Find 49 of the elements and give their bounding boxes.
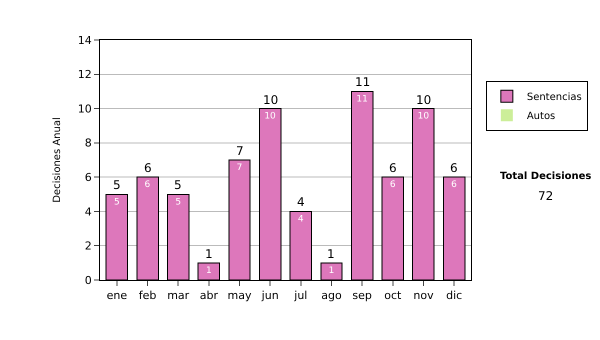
data-label: 6	[390, 180, 396, 190]
data-label: 1	[206, 266, 212, 276]
total-label: 10	[263, 93, 278, 107]
total-label: 4	[297, 195, 305, 209]
y-tick-label: 12	[78, 68, 92, 82]
data-label: 11	[356, 94, 368, 104]
total-label: 1	[205, 247, 213, 261]
y-tick-label: 8	[84, 136, 92, 150]
y-axis-title: Decisiones Anual	[52, 117, 63, 203]
x-tick-label: feb	[138, 289, 156, 302]
x-tick-label: sep	[352, 289, 372, 302]
y-tick-label: 10	[78, 102, 92, 116]
total-label: 1	[327, 247, 335, 261]
y-tick-label: 6	[84, 170, 92, 184]
total-label: 7	[236, 144, 244, 158]
y-tick-label: 14	[78, 34, 92, 47]
legend-label: Autos	[526, 111, 556, 122]
x-tick-label: nov	[413, 289, 434, 302]
data-label: 10	[264, 112, 276, 122]
total-label: 10	[416, 93, 432, 107]
x-tick-label: may	[228, 289, 252, 302]
total-label: 5	[113, 178, 121, 192]
data-label: 5	[114, 197, 120, 208]
x-tick-label: jul	[293, 289, 308, 302]
text: 72	[538, 189, 554, 203]
data-label: 4	[298, 214, 304, 224]
text: Total Decisiones	[500, 171, 592, 182]
x-tick-label: mar	[167, 289, 190, 302]
legend-label: Sentencias	[526, 92, 582, 104]
data-label: 6	[144, 180, 151, 190]
total-label: 5	[174, 178, 182, 192]
x-tick-label: dic	[446, 289, 462, 302]
y-tick-label: 4	[84, 205, 92, 218]
data-label: 10	[418, 112, 430, 122]
y-tick-label: 0	[84, 274, 92, 287]
total-label: 6	[389, 161, 397, 175]
total-label: 11	[355, 75, 370, 89]
total-label: 6	[450, 161, 458, 175]
data-label: 1	[328, 266, 334, 276]
x-tick-label: oct	[384, 289, 402, 302]
x-tick-label: ago	[321, 289, 342, 302]
data-label: 5	[175, 197, 182, 208]
data-label: 7	[236, 163, 242, 173]
x-tick-label: abr	[200, 289, 218, 302]
data-label: 6	[451, 180, 458, 190]
x-tick-label: jun	[260, 289, 279, 302]
y-tick-label: 2	[84, 240, 92, 253]
x-tick-label: ene	[106, 289, 128, 302]
total-label: 6	[144, 161, 152, 175]
